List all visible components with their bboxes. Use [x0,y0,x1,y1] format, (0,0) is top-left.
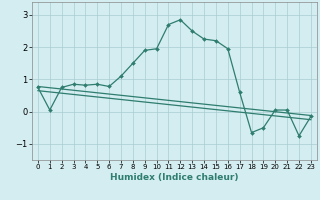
X-axis label: Humidex (Indice chaleur): Humidex (Indice chaleur) [110,173,239,182]
